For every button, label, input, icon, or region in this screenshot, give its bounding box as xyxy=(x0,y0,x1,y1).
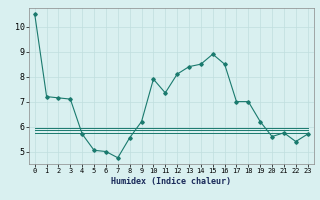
X-axis label: Humidex (Indice chaleur): Humidex (Indice chaleur) xyxy=(111,177,231,186)
